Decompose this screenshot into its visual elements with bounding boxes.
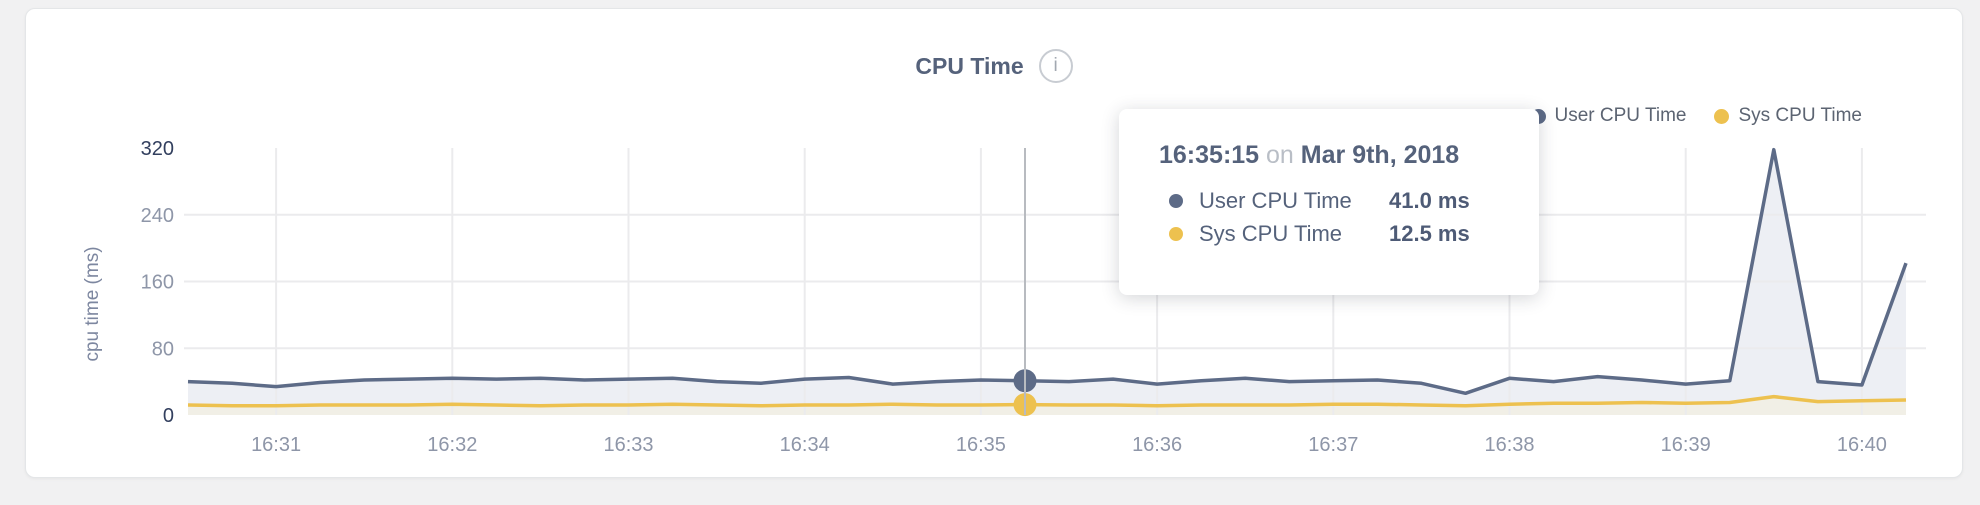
y-tick-label: 80 (152, 338, 174, 360)
user-cpu-time-line (187, 147, 1908, 396)
tooltip-row-user-cpu-time: User CPU Time 41.0 ms (1159, 184, 1539, 217)
tooltip-series-label: User CPU Time (1199, 187, 1352, 213)
chart-tooltip: 16:35:15 on Mar 9th, 2018 User CPU Time 4… (1119, 109, 1539, 295)
x-tick-label: 16:32 (427, 434, 477, 456)
tooltip-rows: User CPU Time 41.0 ms Sys CPU Time 12.5 ms (1159, 184, 1539, 250)
y-tick-label: 240 (141, 205, 174, 227)
sys-cpu-time-dot-icon (1169, 226, 1183, 241)
tooltip-time: 16:35:15 (1159, 141, 1260, 169)
cpu-time-card: CPU Time i User CPU Time Sys CPU Time 0 80… (25, 8, 1963, 478)
y-tick-label: 0 (163, 405, 174, 427)
tooltip-date: Mar 9th, 2018 (1300, 141, 1460, 169)
tooltip-conjunction: on (1266, 141, 1294, 169)
y-tick-label: 160 (141, 272, 174, 294)
legend-item-sys-cpu-time[interactable]: Sys CPU Time (1714, 105, 1862, 127)
chart-legend: User CPU Time Sys CPU Time (1530, 105, 1862, 127)
sys-cpu-time-dot-icon (1714, 108, 1730, 124)
x-tick-label: 16:34 (780, 434, 830, 456)
x-tick-label: 16:36 (1132, 434, 1182, 456)
legend-item-user-cpu-time[interactable]: User CPU Time (1530, 105, 1687, 127)
x-tick-label: 16:35 (956, 434, 1006, 456)
user-cpu-time-area (188, 149, 1906, 415)
x-tick-label: 16:40 (1837, 434, 1887, 456)
legend-label: User CPU Time (1554, 105, 1687, 126)
x-tick-label: 16:33 (603, 434, 653, 456)
x-tick-label: 16:31 (251, 434, 301, 456)
y-tick-label: 320 (141, 138, 174, 160)
x-tick-label: 16:37 (1308, 434, 1358, 456)
tooltip-series-value: 12.5 ms (1389, 220, 1470, 246)
chart-title: CPU Time (915, 52, 1024, 79)
x-tick-label: 16:38 (1484, 434, 1534, 456)
sys-cpu-time-line (187, 394, 1907, 408)
x-tick-label: 16:39 (1661, 434, 1711, 456)
tooltip-row-sys-cpu-time: Sys CPU Time 12.5 ms (1159, 217, 1539, 250)
tooltip-series-label: Sys CPU Time (1199, 220, 1343, 246)
user-cpu-time-dot-icon (1169, 193, 1183, 208)
chart-header: CPU Time i (26, 49, 1962, 83)
tooltip-title: 16:35:15 on Mar 9th, 2018 (1159, 141, 1539, 170)
tooltip-series-value: 41.0 ms (1389, 187, 1470, 213)
info-icon[interactable]: i (1038, 49, 1073, 83)
legend-label: Sys CPU Time (1738, 105, 1862, 126)
cpu-time-chart[interactable]: 0 80 160 240 320 16:31 16:32 16:33 16:34 16:35 16:… (26, 9, 1980, 505)
y-axis-title: cpu time (ms) (82, 246, 103, 361)
